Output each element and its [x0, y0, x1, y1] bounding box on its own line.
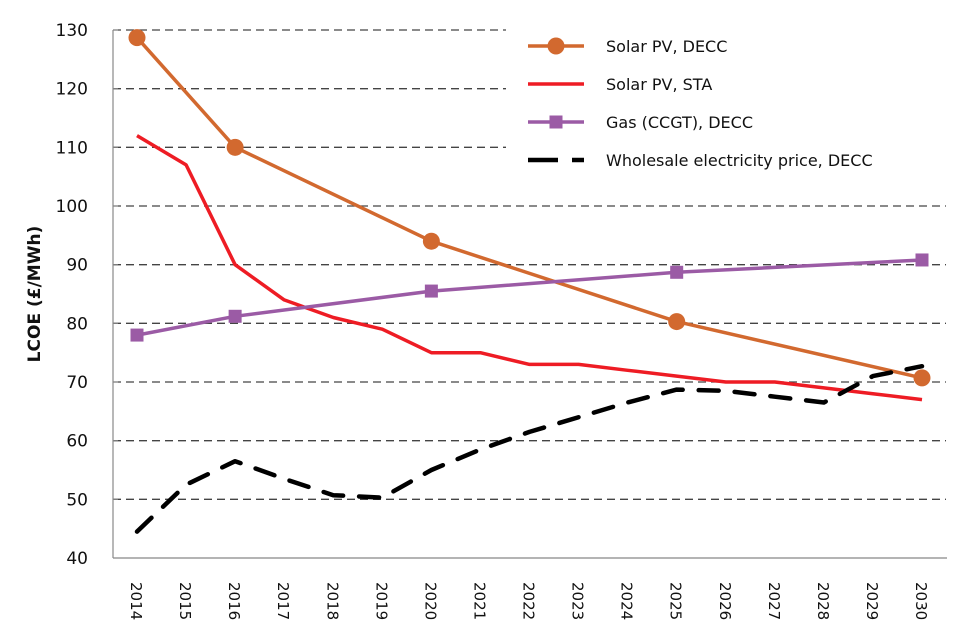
y-tick-label: 120	[56, 80, 88, 100]
data-point-circle	[422, 232, 440, 250]
data-point-square	[228, 309, 242, 323]
legend-item: Gas (CCGT), DECC	[528, 113, 753, 132]
y-tick-label: 50	[66, 490, 88, 510]
x-tick-label: 2026	[716, 582, 734, 620]
data-point-square	[424, 284, 438, 298]
y-axis-ticks: 40 50 60 70 80 90 100 110 120 130	[56, 21, 118, 569]
x-tick-label: 2025	[667, 582, 685, 620]
x-tick-label: 2030	[912, 582, 930, 620]
x-tick-label: 2020	[421, 582, 439, 620]
legend-marker-square	[549, 115, 563, 129]
legend-label: Wholesale electricity price, DECC	[606, 151, 873, 170]
legend: Solar PV, DECC Solar PV, STA Gas (CCGT), D…	[528, 37, 873, 170]
legend-item: Solar PV, STA	[528, 75, 712, 94]
x-tick-label: 2018	[323, 582, 341, 620]
x-tick-label: 2028	[814, 582, 832, 620]
y-tick-label: 40	[66, 549, 88, 569]
y-tick-label: 60	[66, 432, 88, 452]
data-point-square	[915, 253, 929, 267]
axes	[112, 30, 947, 559]
legend-item: Solar PV, DECC	[528, 37, 727, 56]
x-tick-label: 2023	[569, 582, 587, 620]
x-tick-label: 2017	[274, 582, 292, 620]
series-line	[136, 134, 923, 402]
y-tick-label: 110	[56, 138, 88, 158]
data-point-circle	[668, 313, 686, 331]
legend-label: Solar PV, STA	[606, 75, 712, 94]
y-tick-label: 80	[66, 314, 88, 334]
data-point-square	[130, 328, 144, 342]
legend-label: Gas (CCGT), DECC	[606, 113, 753, 132]
x-tick-label: 2021	[470, 582, 488, 620]
legend-item: Wholesale electricity price, DECC	[528, 151, 873, 170]
legend-marker-circle	[547, 37, 565, 55]
data-point-circle	[128, 29, 146, 47]
series-line	[134, 363, 925, 534]
x-axis-ticks: 2014 2015 2016 2017 2018 2019 2020 2021 2022 2023…	[127, 582, 930, 620]
x-tick-label: 2015	[176, 582, 194, 620]
data-point-circle	[226, 138, 244, 156]
y-tick-label: 130	[56, 21, 88, 41]
y-tick-label: 100	[56, 197, 88, 217]
series-group	[128, 29, 931, 534]
x-tick-label: 2022	[520, 582, 538, 620]
legend-label: Solar PV, DECC	[606, 37, 727, 56]
series-line	[135, 36, 923, 380]
y-tick-label: 70	[66, 373, 88, 393]
series-solar-pv-sta	[136, 134, 923, 402]
x-tick-label: 2016	[225, 582, 243, 620]
series-gas-ccgt-decc	[130, 253, 929, 342]
x-tick-label: 2024	[618, 582, 636, 620]
data-point-circle	[913, 369, 931, 387]
x-tick-label: 2029	[863, 582, 881, 620]
y-axis-title: LCOE (£/MWh)	[25, 226, 45, 363]
y-tick-label: 90	[66, 256, 88, 276]
x-tick-label: 2019	[372, 582, 390, 620]
series-solar-pv-decc	[128, 29, 931, 387]
series-wholesale-electricity-price-decc	[134, 363, 925, 534]
data-point-square	[670, 265, 684, 279]
x-tick-label: 2027	[765, 582, 783, 620]
x-tick-label: 2014	[127, 582, 145, 620]
